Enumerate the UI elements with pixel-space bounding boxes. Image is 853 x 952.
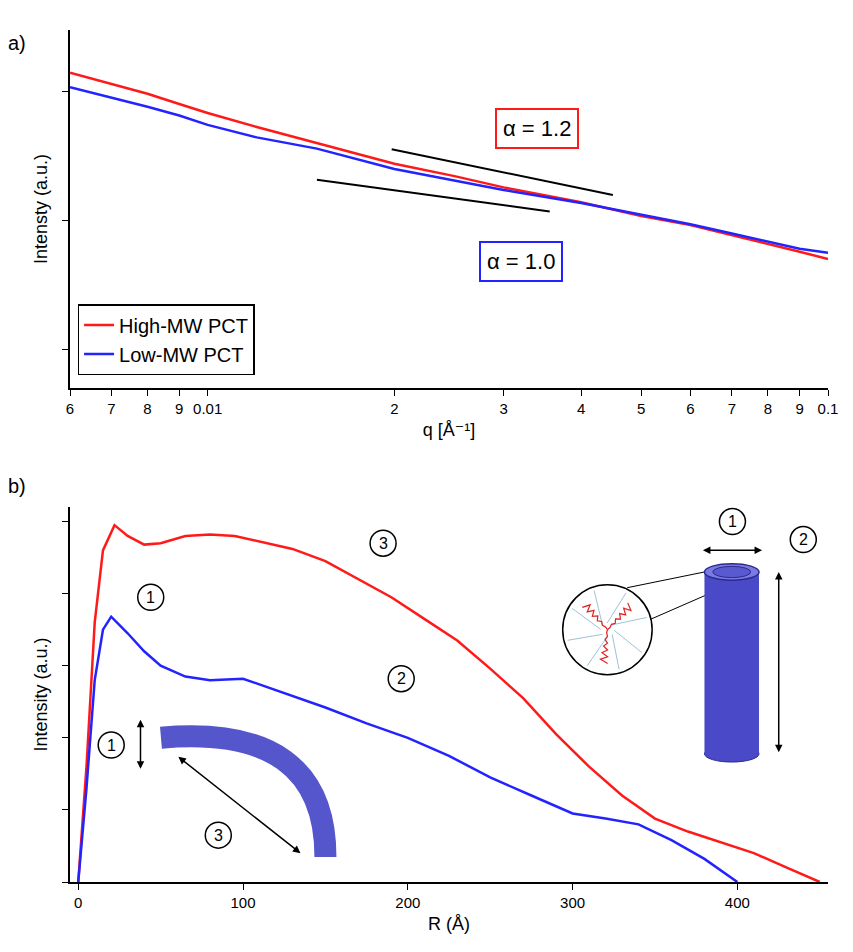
svg-text:1: 1 (728, 513, 737, 530)
svg-text:α = 1.0: α = 1.0 (487, 249, 555, 274)
svg-text:5: 5 (637, 400, 645, 417)
svg-text:3: 3 (499, 400, 507, 417)
svg-text:2: 2 (390, 400, 398, 417)
svg-text:6: 6 (66, 400, 74, 417)
svg-text:7: 7 (107, 400, 115, 417)
svg-text:9: 9 (795, 400, 803, 417)
svg-text:4: 4 (577, 400, 585, 417)
svg-text:7: 7 (728, 400, 736, 417)
svg-text:3: 3 (214, 827, 223, 844)
svg-text:0: 0 (74, 894, 82, 911)
svg-text:300: 300 (560, 894, 585, 911)
svg-text:1: 1 (146, 589, 155, 606)
svg-text:a): a) (8, 32, 26, 54)
svg-text:q [Å⁻¹]: q [Å⁻¹] (423, 420, 476, 440)
svg-text:8: 8 (143, 400, 151, 417)
svg-text:0.01: 0.01 (193, 400, 222, 417)
svg-text:1: 1 (107, 737, 116, 754)
svg-text:Intensity (a.u.): Intensity (a.u.) (31, 638, 51, 752)
svg-text:8: 8 (764, 400, 772, 417)
svg-text:100: 100 (231, 894, 256, 911)
svg-text:High-MW PCT: High-MW PCT (119, 315, 248, 337)
svg-text:200: 200 (395, 894, 420, 911)
svg-text:b): b) (8, 475, 26, 497)
svg-text:R (Å): R (Å) (428, 914, 470, 934)
svg-text:3: 3 (379, 535, 388, 552)
svg-text:0.1: 0.1 (818, 400, 839, 417)
svg-text:α = 1.2: α = 1.2 (503, 116, 571, 141)
svg-text:2: 2 (397, 670, 406, 687)
svg-text:Low-MW PCT: Low-MW PCT (119, 344, 243, 366)
svg-text:6: 6 (686, 400, 694, 417)
svg-text:400: 400 (725, 894, 750, 911)
svg-text:2: 2 (799, 531, 808, 548)
svg-text:Intensty (a.u.): Intensty (a.u.) (31, 154, 51, 264)
svg-text:9: 9 (175, 400, 183, 417)
